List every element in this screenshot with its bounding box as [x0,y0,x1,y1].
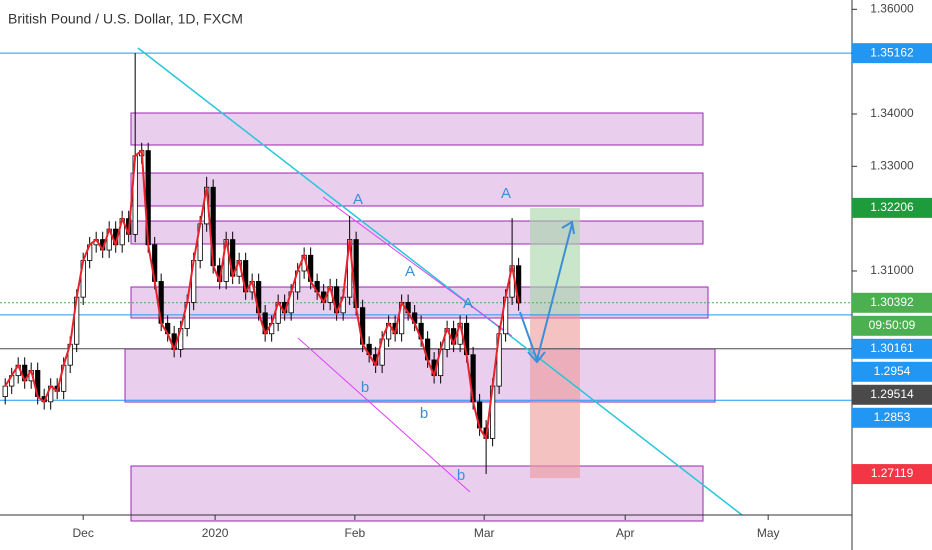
y-tick-label: 1.33000 [870,158,914,172]
price-label: 1.32206 [870,200,914,214]
channel-line [322,196,513,337]
countdown: 09:50:09 [869,318,916,332]
price-badge [852,292,932,313]
channel-line [297,337,471,493]
price-label: 1.30392 [870,295,914,309]
wave-label: A [501,185,511,202]
price-badge [852,464,932,485]
price-badge [852,338,932,359]
projection-path [519,223,573,364]
wave-label: A [353,191,363,208]
x-tick-label: May [757,526,780,540]
x-tick-label: 2020 [202,526,229,540]
price-label: 1.29514 [870,387,914,401]
close-line [4,148,520,442]
trend-line [137,47,743,516]
candles [2,53,522,475]
zone [130,112,704,146]
x-tick-label: Apr [616,526,635,540]
arrow-head [561,220,575,235]
annotations: A A A Ab b b [353,185,511,484]
zone [130,172,704,207]
wave-label: b [420,405,428,422]
stop-area [530,315,580,478]
price-label: 1.30161 [870,341,914,355]
zone [124,348,716,403]
price-badge [852,43,932,64]
arrow-head [527,351,546,364]
y-tick-label: 1.31000 [870,263,914,277]
arrows [519,220,575,364]
price-label: 1.27119 [871,466,914,480]
countdown-badge [852,315,932,336]
wave-label: A [463,295,473,312]
x-tick-label: Dec [73,526,94,540]
price-label: 1.2853 [874,410,911,424]
price-label: 1.35162 [870,45,914,59]
chart-title: British Pound / U.S. Dollar, 1D, FXCM [8,11,243,27]
candle-body [2,385,8,397]
zone [130,465,704,522]
y-tick-label: 1.36000 [870,1,914,15]
wave-label: b [361,379,369,396]
price-label: 1.2954 [874,364,911,378]
price-badge [852,361,932,382]
wave-label: A [405,263,415,280]
wave-label: b [457,467,465,484]
x-tick-label: Mar [474,526,495,540]
price-badge [852,197,932,218]
price-badge [852,384,932,405]
price-badge [852,407,932,428]
y-tick-label: 1.34000 [870,106,914,120]
levels [0,52,852,401]
axes: 1.36000 1.34000 1.33000 1.31000 Dec 2020 Feb Ma… [73,1,932,540]
x-tick-label: Feb [344,526,365,540]
zone [130,220,704,245]
